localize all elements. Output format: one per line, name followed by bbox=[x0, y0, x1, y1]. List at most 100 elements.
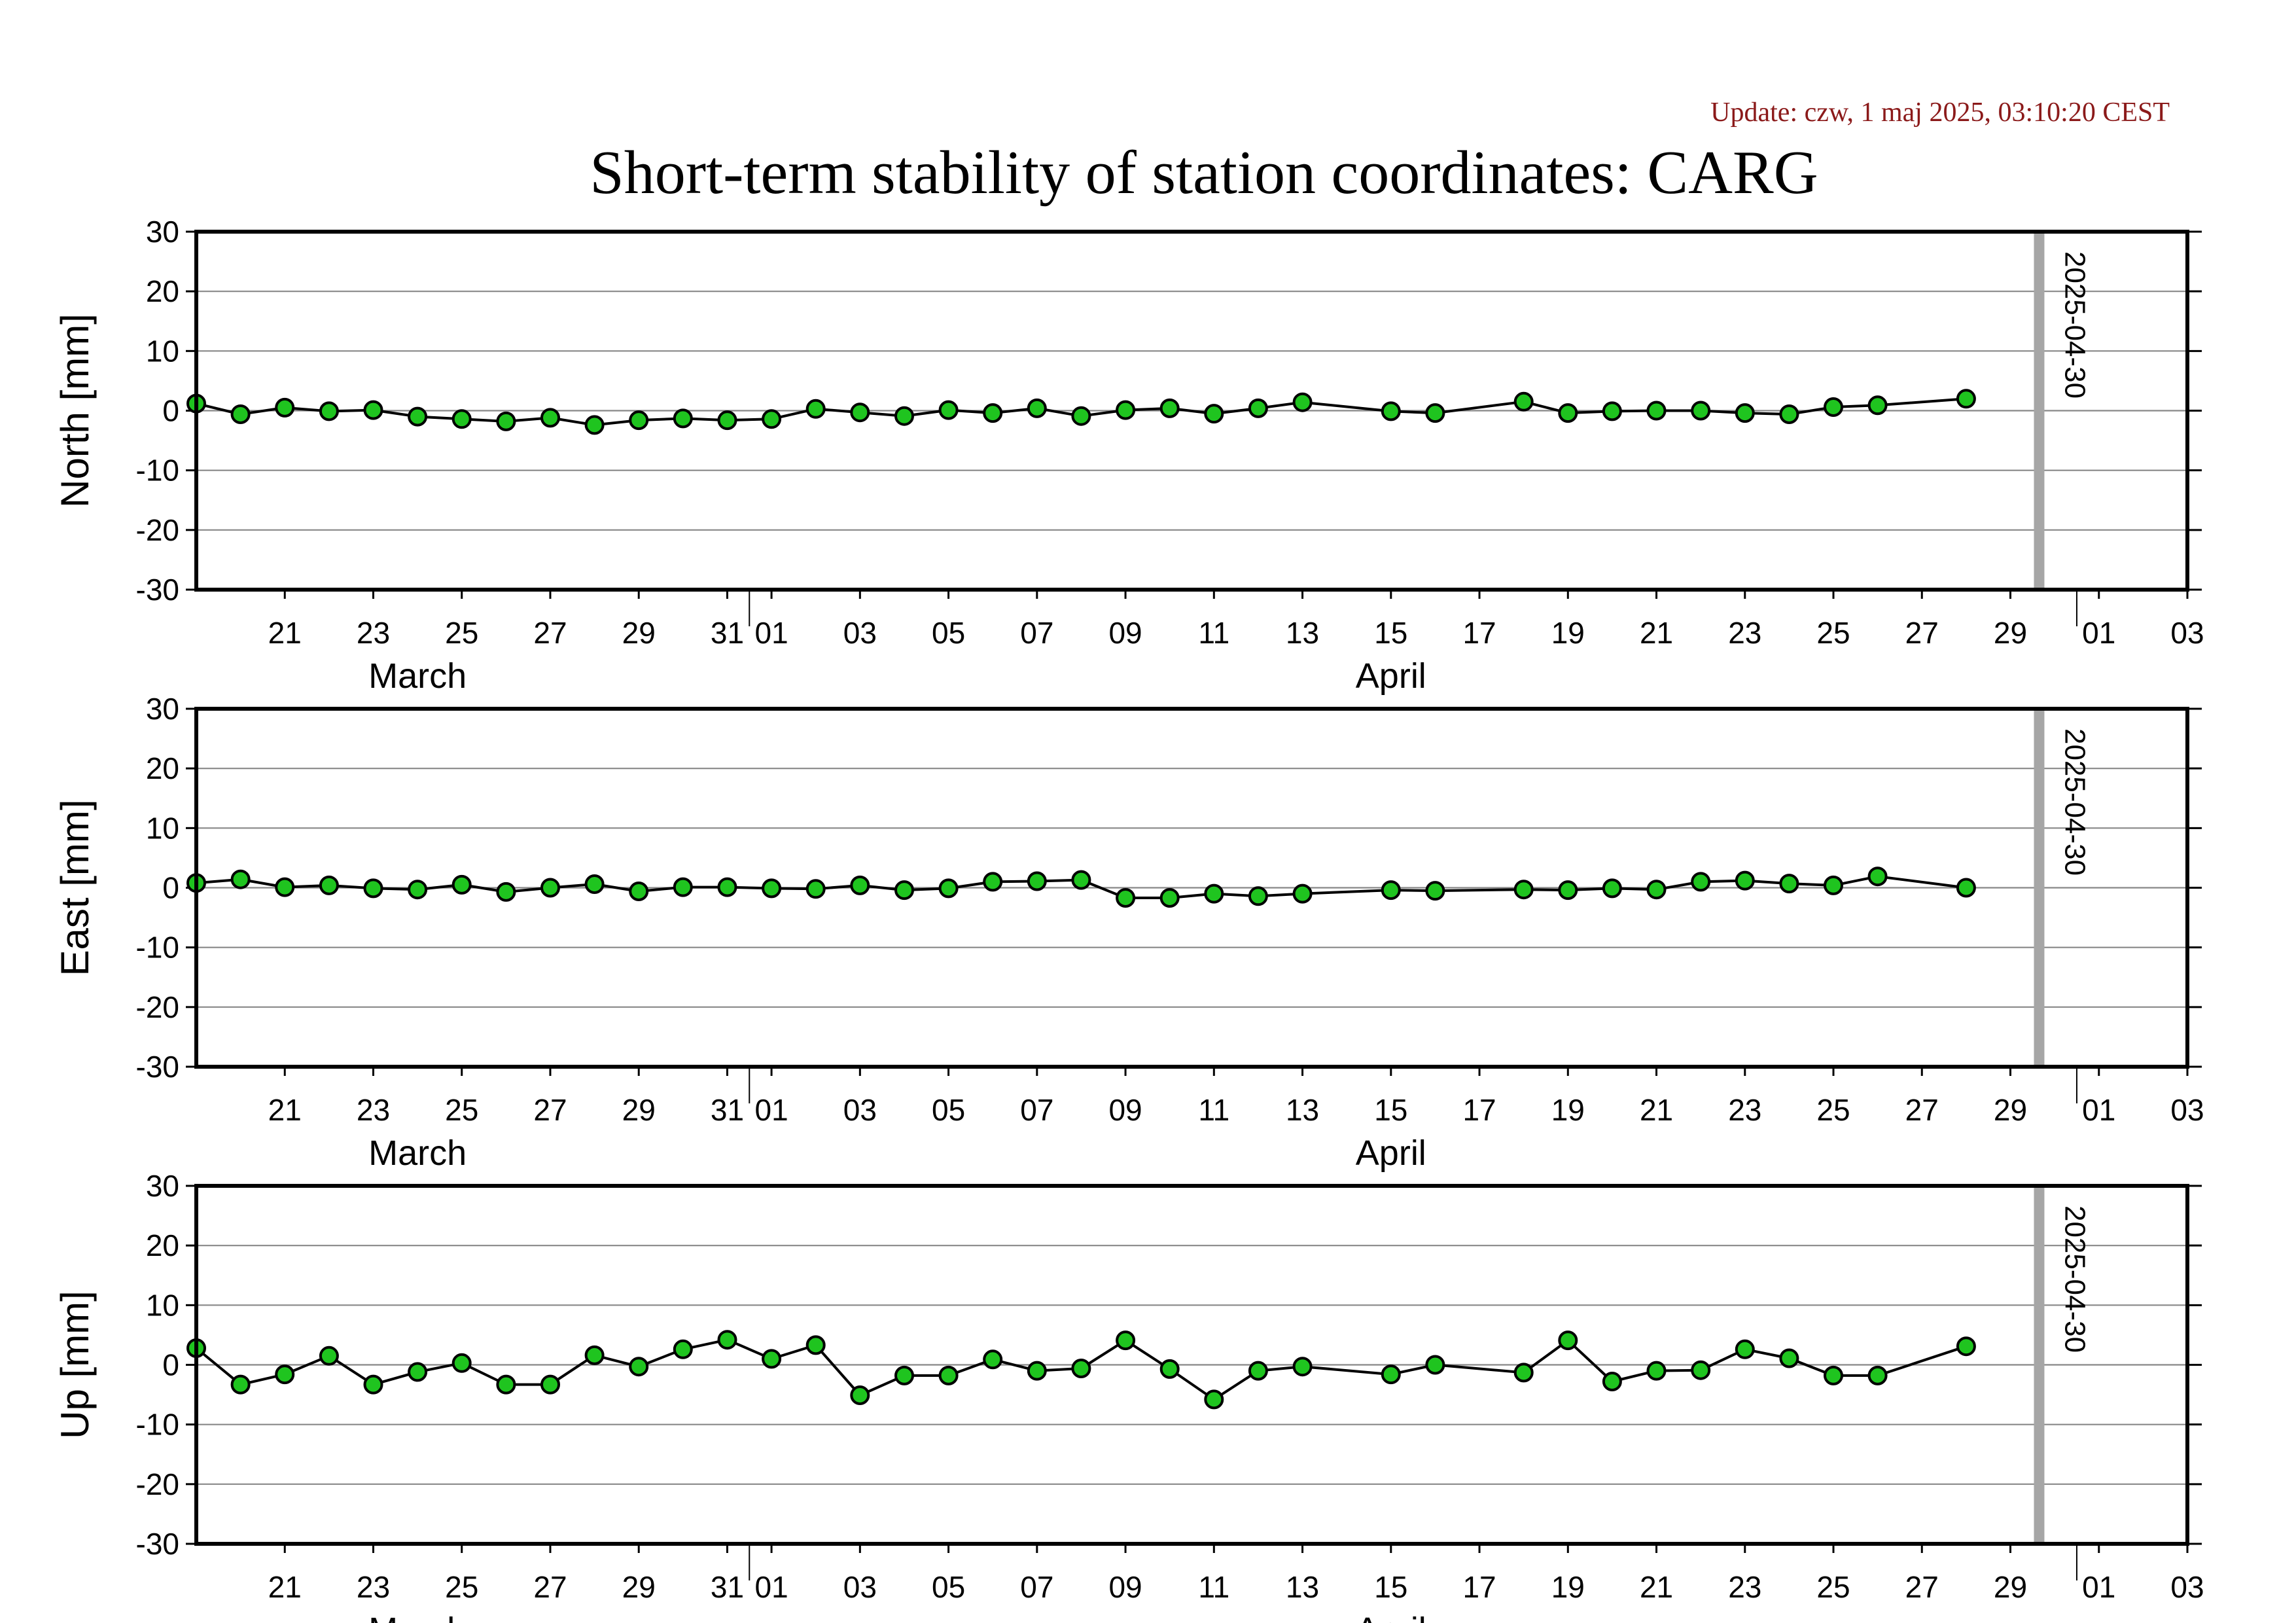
data-point bbox=[983, 872, 1003, 892]
data-point bbox=[1956, 389, 1976, 409]
chart-title: Short-term stability of station coordina… bbox=[590, 139, 1818, 207]
xtick-label: 11 bbox=[1198, 616, 1229, 650]
data-point bbox=[1425, 881, 1445, 901]
panel-frame bbox=[194, 707, 2189, 1069]
date-marker-bar bbox=[2034, 709, 2045, 1067]
data-point bbox=[717, 1330, 737, 1350]
ytick-label: 20 bbox=[146, 274, 179, 308]
data-point bbox=[1646, 1361, 1667, 1381]
date-marker-label: 2025-04-30 bbox=[2058, 1205, 2091, 1353]
data-point bbox=[850, 402, 870, 423]
data-point bbox=[1735, 870, 1755, 891]
panel-2: 30 20 10 0 -10 -20 -30 East [mm] 21 23 25 27 29 31 01 0… bbox=[53, 692, 2204, 1173]
data-point bbox=[1116, 400, 1136, 420]
xtick-label: 11 bbox=[1198, 1570, 1229, 1604]
xtick-label: 01 bbox=[755, 616, 788, 650]
xtick-label: 03 bbox=[843, 1570, 877, 1604]
ytick-label: 0 bbox=[162, 1348, 179, 1382]
xtick-label: 05 bbox=[932, 616, 965, 650]
xtick-label: 27 bbox=[1905, 1093, 1939, 1127]
data-point bbox=[673, 877, 693, 897]
xtick-label: 15 bbox=[1374, 616, 1407, 650]
ytick-label: 30 bbox=[146, 1169, 179, 1203]
data-point bbox=[1691, 1360, 1711, 1380]
xtick-label: 03 bbox=[2170, 616, 2204, 650]
data-point bbox=[894, 880, 914, 901]
data-point bbox=[584, 1345, 605, 1365]
xtick-label: 23 bbox=[357, 1570, 390, 1604]
y-axis-label: Up [mm] bbox=[53, 1291, 97, 1439]
data-point bbox=[451, 409, 472, 429]
panel-frame bbox=[194, 1184, 2189, 1546]
month-label: March bbox=[368, 1133, 467, 1173]
data-point bbox=[1956, 1336, 1976, 1357]
xtick-label: 23 bbox=[1728, 616, 1761, 650]
data-point bbox=[230, 869, 251, 889]
data-point bbox=[1513, 880, 1534, 900]
data-point bbox=[1292, 1357, 1313, 1377]
data-point bbox=[1513, 391, 1534, 412]
xtick-label: 01 bbox=[2082, 1570, 2115, 1604]
data-point bbox=[1116, 1330, 1136, 1351]
data-point bbox=[540, 408, 560, 428]
data-point bbox=[1248, 886, 1268, 906]
data-point bbox=[319, 1346, 339, 1366]
xtick-label: 01 bbox=[2082, 616, 2115, 650]
xtick-label: 17 bbox=[1462, 1093, 1496, 1127]
data-point bbox=[805, 1335, 826, 1355]
xtick-label: 07 bbox=[1020, 1570, 1053, 1604]
data-point bbox=[1292, 883, 1313, 904]
month-label: April bbox=[1356, 656, 1426, 696]
data-point bbox=[363, 878, 383, 899]
data-point bbox=[983, 403, 1003, 423]
xtick-label: 03 bbox=[843, 1093, 877, 1127]
data-point bbox=[1159, 398, 1180, 418]
data-point bbox=[230, 1374, 251, 1395]
xtick-label: 15 bbox=[1374, 1093, 1407, 1127]
data-point bbox=[1159, 1359, 1180, 1379]
data-point bbox=[1248, 398, 1268, 418]
xtick-label: 25 bbox=[1816, 616, 1850, 650]
xtick-label: 05 bbox=[932, 1093, 965, 1127]
data-point bbox=[673, 408, 693, 429]
xtick-label: 29 bbox=[622, 1570, 656, 1604]
xtick-label: 21 bbox=[268, 1093, 302, 1127]
data-point bbox=[319, 401, 339, 421]
data-point bbox=[496, 1374, 516, 1395]
data-point bbox=[1071, 406, 1091, 426]
data-point bbox=[762, 1349, 782, 1369]
date-marker-bar bbox=[2034, 232, 2045, 590]
ytick-label: 20 bbox=[146, 1228, 179, 1262]
xtick-label: 23 bbox=[357, 1093, 390, 1127]
data-point bbox=[983, 1349, 1003, 1370]
xtick-label: 07 bbox=[1020, 1093, 1053, 1127]
xtick-label: 23 bbox=[357, 616, 390, 650]
data-point bbox=[717, 410, 737, 431]
data-point bbox=[584, 415, 605, 435]
data-point bbox=[1735, 1339, 1755, 1359]
data-point bbox=[1691, 401, 1711, 421]
data-point bbox=[540, 1374, 560, 1395]
data-point bbox=[275, 397, 295, 418]
xtick-label: 19 bbox=[1551, 1570, 1585, 1604]
data-point bbox=[805, 399, 826, 419]
data-point bbox=[275, 1364, 295, 1385]
data-point bbox=[1381, 401, 1401, 421]
month-label: April bbox=[1356, 1133, 1426, 1173]
data-point bbox=[1602, 401, 1622, 421]
data-point bbox=[894, 406, 914, 426]
xtick-label: 19 bbox=[1551, 1093, 1585, 1127]
data-point bbox=[894, 1365, 914, 1385]
ytick-label: 30 bbox=[146, 692, 179, 726]
ytick-label: 20 bbox=[146, 751, 179, 785]
data-point bbox=[363, 400, 383, 420]
xtick-label: 27 bbox=[1905, 1570, 1939, 1604]
data-point bbox=[1735, 403, 1755, 423]
date-marker-label: 2025-04-30 bbox=[2058, 728, 2091, 876]
ytick-label: 10 bbox=[146, 811, 179, 845]
data-point bbox=[805, 879, 826, 899]
data-point bbox=[629, 882, 649, 901]
data-point bbox=[496, 882, 516, 902]
ytick-label: -30 bbox=[136, 573, 179, 607]
data-point bbox=[1824, 875, 1843, 895]
